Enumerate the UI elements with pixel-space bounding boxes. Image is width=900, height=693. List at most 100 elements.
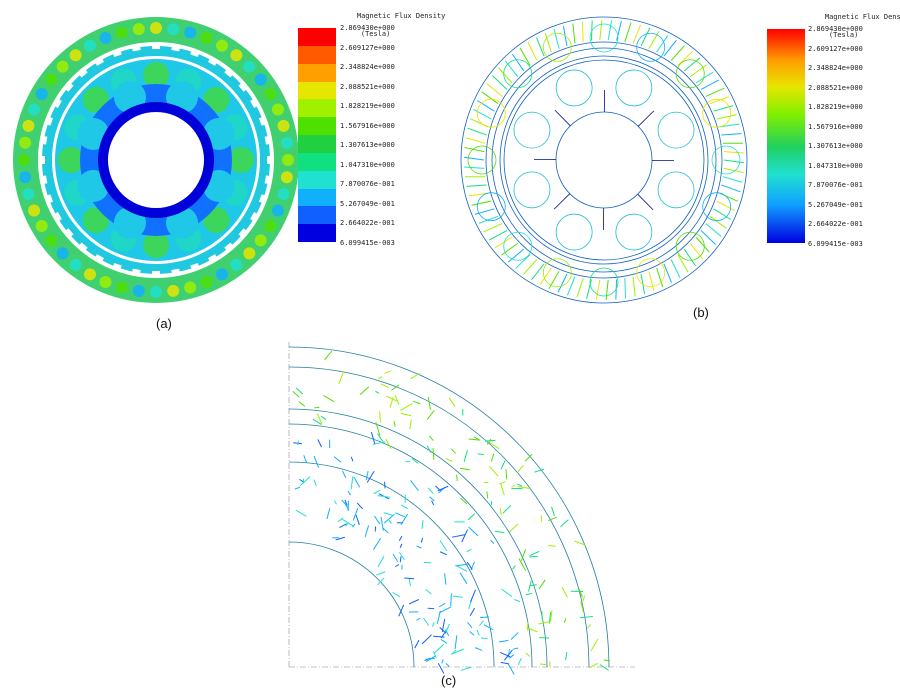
flux-vector: [509, 654, 515, 659]
flux-vector: [414, 639, 420, 649]
flux-vector: [486, 438, 492, 445]
flux-vector: [425, 657, 435, 660]
slot-gap: [190, 262, 200, 272]
flux-vector: [370, 431, 376, 444]
flux-line: [648, 31, 660, 49]
flux-vector: [313, 455, 320, 468]
slot-gap: [152, 43, 160, 49]
legend-a-band: [298, 170, 336, 189]
legend-b-tick-label: 6.099415e-003: [808, 239, 863, 248]
legend-a-tick-label: 5.267049e-001: [340, 199, 395, 208]
flux-vector: [295, 509, 307, 517]
flux-line: [632, 276, 636, 297]
flux-line: [572, 23, 576, 44]
slot-gap: [238, 228, 249, 239]
flux-vector: [372, 441, 386, 445]
flux-vector: [538, 621, 551, 625]
flux-line: [713, 208, 731, 220]
slot-gap: [40, 175, 48, 185]
stator-hotspot: [99, 32, 112, 45]
slot-gap: [44, 116, 54, 126]
flux-line: [599, 19, 603, 41]
flux-line: [576, 278, 584, 298]
flux-line: [544, 32, 552, 53]
slot-gap: [258, 116, 268, 126]
flux-vector: [603, 659, 610, 662]
flux-vector: [383, 512, 393, 516]
stator-hotspot: [200, 275, 213, 288]
flux-line-dark: [637, 193, 654, 211]
region-arc: [288, 408, 548, 668]
flux-vector: [534, 468, 545, 473]
flux-line: [474, 208, 495, 215]
flux-line: [504, 60, 519, 77]
stator-hotspot: [35, 88, 48, 100]
flux-vector: [345, 522, 349, 527]
flux-line: [721, 133, 742, 136]
flux-vector: [517, 483, 523, 487]
legend-b-tick-label: 2.664022e-001: [808, 220, 863, 228]
stator-hotspot: [271, 103, 284, 116]
flux-line: [477, 100, 495, 112]
flux-vector: [436, 610, 441, 624]
flux-vector: [560, 519, 569, 528]
flux-line: [492, 75, 508, 90]
panel-c-vector-plot: [288, 340, 635, 675]
flux-vector: [480, 616, 490, 619]
flux-vector: [426, 445, 432, 453]
flux-vector: [524, 453, 533, 462]
stator-hotspot: [271, 204, 284, 217]
flux-line: [624, 278, 627, 299]
flux-vector: [293, 442, 302, 445]
flux-vector: [502, 504, 512, 514]
slot-gap: [52, 212, 62, 222]
flux-vector: [356, 502, 364, 510]
flux-vector: [317, 439, 323, 448]
stator-hotspot: [115, 281, 128, 294]
caption-c: (c): [441, 673, 457, 688]
flux-line: [466, 184, 487, 187]
stator-hotspot: [167, 284, 180, 297]
flux-vector: [509, 523, 519, 533]
flux-line: [501, 242, 518, 256]
flux-vector: [408, 599, 420, 605]
flux-vector: [549, 610, 553, 623]
flux-line: [648, 271, 655, 291]
flux-vector: [439, 551, 447, 556]
stator-hotspot: [282, 154, 294, 166]
stator-hotspot: [280, 171, 293, 184]
flux-vector: [470, 589, 476, 603]
stator-hotspot: [28, 103, 41, 116]
flux-vector: [499, 652, 511, 658]
flux-vector: [590, 638, 599, 652]
flux-line: [566, 276, 576, 296]
flux-line: [507, 248, 525, 263]
flux-vector: [451, 534, 466, 538]
flux-vector: [444, 573, 447, 585]
slot-gap: [52, 98, 62, 108]
flux-line: [723, 159, 745, 164]
flux-vector: [450, 593, 452, 607]
flux-vector: [456, 474, 458, 482]
flux-vector: [480, 637, 488, 640]
flux-vector: [410, 372, 421, 380]
flux-vector: [335, 536, 345, 541]
flux-loop: [675, 59, 705, 89]
stator-hotspot: [216, 39, 228, 52]
flux-vector: [582, 595, 586, 602]
flux-vector: [565, 652, 568, 661]
flux-line: [488, 230, 508, 241]
flux-vector: [548, 544, 556, 547]
rotor-spot: [228, 147, 254, 173]
flux-vector: [364, 525, 370, 538]
flux-vector: [589, 662, 598, 669]
legend-a-tick-label: 2.609127e+000: [340, 43, 395, 52]
rotor-flux-loop: [615, 213, 653, 251]
flux-loop: [589, 267, 619, 297]
flux-vector: [538, 579, 546, 590]
stator-hotspot: [35, 220, 48, 232]
flux-line: [716, 200, 735, 211]
flux-line: [557, 273, 568, 293]
legend-a-title-line1: Magnetic Flux Density: [356, 12, 446, 20]
flux-vector: [466, 548, 472, 553]
